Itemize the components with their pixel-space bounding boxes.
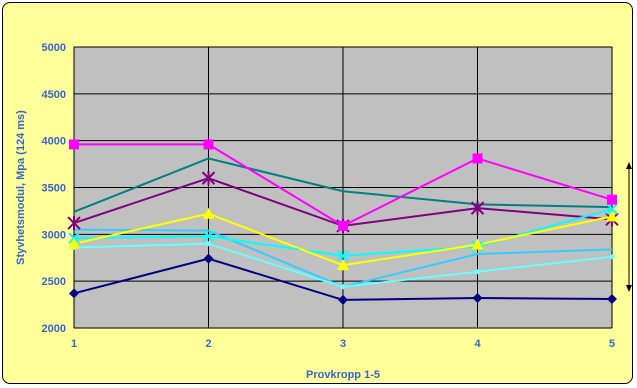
y-axis-title: Styvhetsmodul, Mpa (124 ms) bbox=[15, 110, 27, 265]
data-point bbox=[470, 201, 485, 216]
x-tick-label: 4 bbox=[474, 338, 481, 350]
y-tick-label: 4000 bbox=[42, 136, 66, 148]
data-point bbox=[609, 254, 615, 260]
data-point bbox=[206, 241, 211, 247]
arrow-head-up bbox=[626, 162, 632, 169]
y-tick-label: 3500 bbox=[42, 183, 66, 195]
arrow-head-down bbox=[626, 285, 632, 292]
data-point bbox=[203, 253, 214, 264]
data-point bbox=[202, 230, 215, 242]
x-tick-label: 5 bbox=[609, 338, 615, 350]
x-tick-label: 1 bbox=[71, 338, 77, 350]
x-axis-title: Provkropp 1-5 bbox=[306, 369, 380, 381]
data-point bbox=[69, 288, 79, 299]
data-point bbox=[67, 216, 81, 231]
x-tick-label: 2 bbox=[205, 338, 211, 350]
data-point bbox=[471, 238, 484, 250]
y-tick-label: 2000 bbox=[42, 323, 66, 335]
data-point bbox=[607, 194, 617, 205]
y-tick-label: 3000 bbox=[42, 229, 66, 241]
y-tick-label: 4500 bbox=[42, 89, 66, 101]
series-markers bbox=[67, 139, 619, 305]
data-point bbox=[69, 139, 79, 150]
x-tick-label: 3 bbox=[340, 338, 346, 350]
data-point bbox=[201, 171, 216, 186]
y-tick-label: 5000 bbox=[42, 42, 66, 54]
data-point bbox=[338, 220, 348, 231]
data-point bbox=[203, 139, 214, 150]
data-point bbox=[68, 237, 80, 249]
data-point bbox=[475, 269, 480, 275]
series-line bbox=[73, 157, 613, 213]
data-point bbox=[337, 250, 349, 262]
data-point bbox=[606, 210, 618, 222]
gridlines bbox=[73, 46, 613, 329]
data-point bbox=[472, 153, 483, 164]
y-tick-label: 2500 bbox=[42, 276, 66, 288]
data-point bbox=[340, 284, 346, 290]
double-arrow-annotation bbox=[626, 162, 632, 292]
data-point bbox=[337, 259, 349, 271]
data-point bbox=[338, 294, 348, 305]
data-point bbox=[472, 293, 483, 304]
data-point bbox=[202, 207, 215, 219]
data-point bbox=[606, 203, 618, 215]
tick-labels: 2000 2500 3000 3500 4000 4500 5000 1 2 3 4 5 bbox=[42, 42, 616, 350]
data-point bbox=[607, 293, 617, 304]
